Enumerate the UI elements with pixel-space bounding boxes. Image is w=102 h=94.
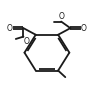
- Text: O: O: [24, 37, 30, 46]
- Text: O: O: [58, 12, 64, 21]
- Text: O: O: [7, 24, 13, 33]
- Text: O: O: [81, 24, 87, 33]
